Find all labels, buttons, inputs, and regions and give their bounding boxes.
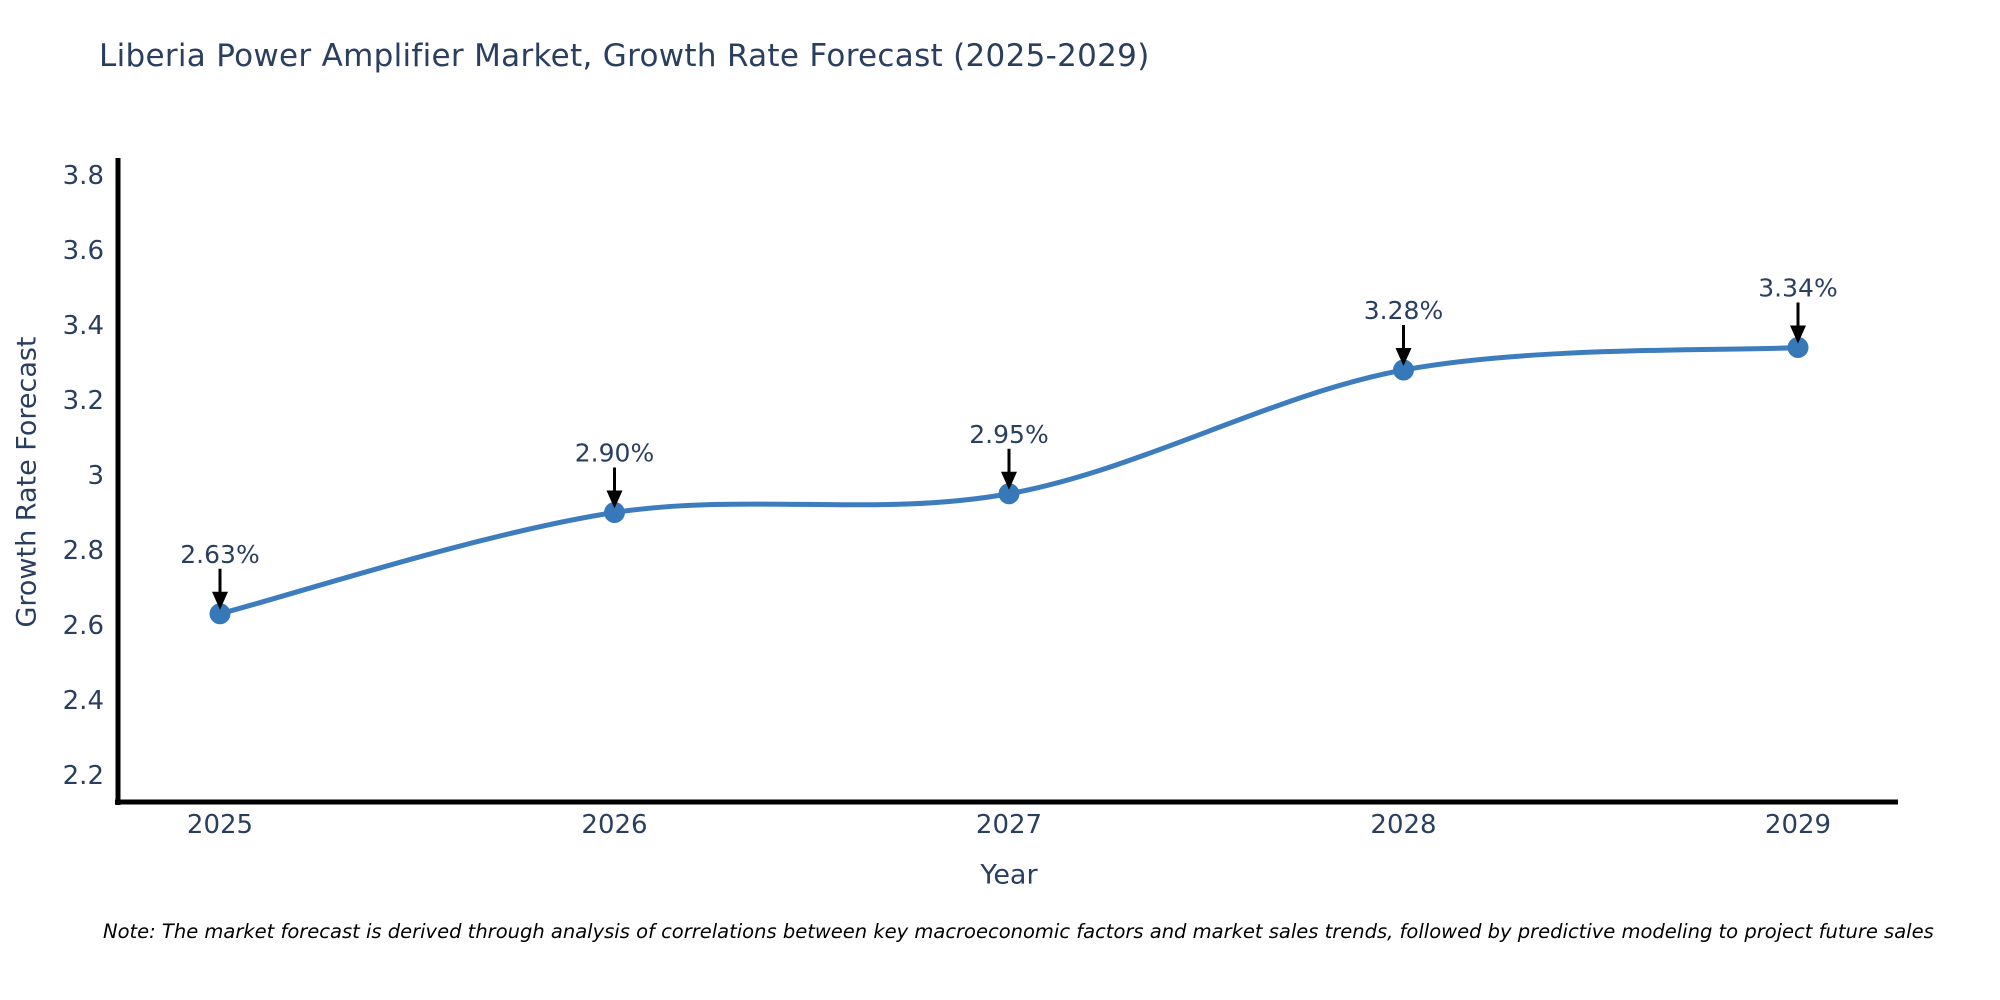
y-tick-label: 2.4 xyxy=(63,686,104,716)
y-axis-title: Growth Rate Forecast xyxy=(11,336,43,628)
x-tick-label: 2028 xyxy=(1370,810,1436,840)
footnote: Note: The market forecast is derived thr… xyxy=(103,920,1934,943)
annotation-label: 3.34% xyxy=(1758,274,1837,303)
y-tick-label: 3.2 xyxy=(63,386,104,416)
y-tick-label: 2.8 xyxy=(63,536,104,566)
annotation-label: 3.28% xyxy=(1364,296,1443,325)
y-tick-label: 2.6 xyxy=(63,611,104,641)
data-point-marker xyxy=(998,483,1020,505)
y-tick-label: 3 xyxy=(87,461,104,491)
y-tick-label: 2.2 xyxy=(63,761,104,791)
y-tick-label: 3.8 xyxy=(63,161,104,191)
data-point-marker xyxy=(1393,359,1414,381)
annotation-arrowhead xyxy=(1790,325,1806,344)
annotation-arrowhead xyxy=(1001,471,1017,490)
data-point-marker xyxy=(1787,337,1809,358)
annotation-label: 2.90% xyxy=(575,439,654,468)
annotation-label: 2.63% xyxy=(180,540,259,569)
data-point-marker xyxy=(209,603,231,625)
x-tick-label: 2025 xyxy=(187,810,253,840)
annotation-arrowhead xyxy=(1395,348,1412,366)
annotation-arrowhead xyxy=(606,490,623,509)
annotation-label: 2.95% xyxy=(969,420,1048,449)
chart-title: Liberia Power Amplifier Market, Growth R… xyxy=(99,38,1150,74)
x-tick-label: 2027 xyxy=(976,810,1042,840)
y-tick-label: 3.4 xyxy=(63,311,104,341)
x-axis-title: Year xyxy=(980,859,1038,891)
y-tick-label: 3.6 xyxy=(63,236,104,266)
annotation-arrowhead xyxy=(212,591,228,610)
x-tick-label: 2029 xyxy=(1765,810,1831,840)
data-point-marker xyxy=(604,502,625,523)
x-tick-label: 2026 xyxy=(581,810,647,840)
